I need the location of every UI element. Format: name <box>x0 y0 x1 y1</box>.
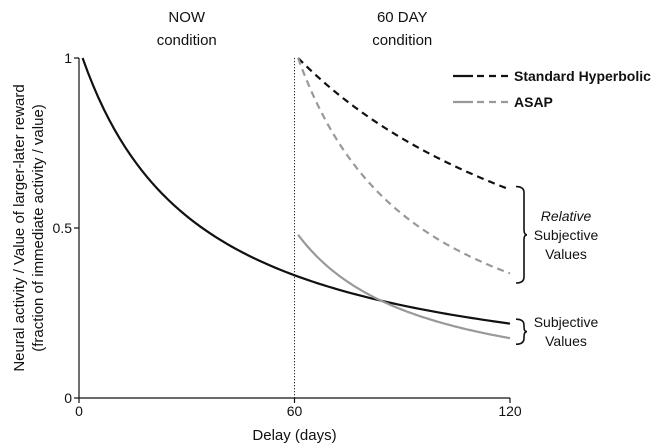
brace <box>515 185 528 284</box>
condition-label: condition <box>372 32 432 49</box>
plot-area <box>81 57 511 398</box>
x-tick-label: 60 <box>287 403 303 419</box>
legend-label: Standard Hyperbolic <box>514 68 651 84</box>
axes: 0 60 120 0 0.5 1 Delay (days) Neural activity /… <box>11 9 522 444</box>
x-tick-label: 120 <box>498 403 522 419</box>
x-axis-label: Delay (days) <box>252 427 336 444</box>
annotations: Relative Subjective Values Subjective Values <box>515 185 599 349</box>
y-tick-label: 1 <box>64 50 72 66</box>
legend-label: ASAP <box>514 94 553 110</box>
annotation-label: Subjective <box>534 314 599 330</box>
series-standard-hyperbolic-now-solid <box>81 57 511 325</box>
annotation-label: Relative <box>541 208 592 224</box>
y-axis-label: (fraction of immediate activity / value) <box>30 104 47 352</box>
annotation-label: Values <box>545 246 587 262</box>
condition-label: NOW <box>168 9 206 26</box>
series-asap-60day-solid <box>297 234 511 340</box>
brace <box>515 318 528 345</box>
y-tick-label: 0 <box>64 390 72 406</box>
legend: Standard Hyperbolic ASAP <box>453 68 651 110</box>
series-asap-60day-dashed <box>297 57 511 275</box>
annotation-label: Values <box>545 333 587 349</box>
y-axis-label-group: Neural activity / Value of larger-later … <box>11 84 47 371</box>
annotation-label: Subjective <box>534 227 599 243</box>
series-standard-hyperbolic-60day-dashed <box>297 57 511 191</box>
y-axis-label: Neural activity / Value of larger-later … <box>11 84 28 371</box>
y-tick-label: 0.5 <box>53 220 73 236</box>
condition-label: 60 DAY <box>377 9 428 26</box>
x-tick-label: 0 <box>75 403 83 419</box>
condition-label: condition <box>157 32 217 49</box>
